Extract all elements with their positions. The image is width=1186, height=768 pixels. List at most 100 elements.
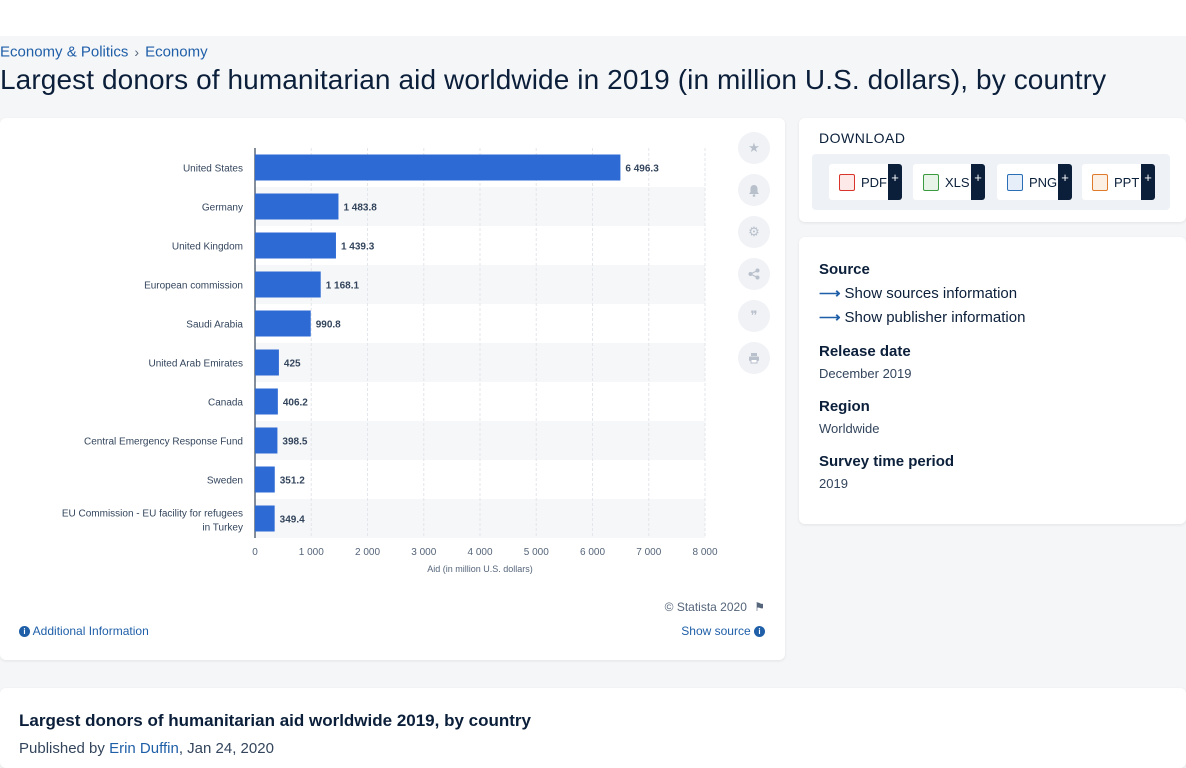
category-label: United Kingdom xyxy=(172,242,243,253)
ppt-plus-badge[interactable]: + xyxy=(1141,164,1155,200)
publication-title: Largest donors of humanitarian aid world… xyxy=(19,711,531,730)
x-tick-label: 8 000 xyxy=(692,547,717,558)
arrow-right-icon: ⟶ xyxy=(819,285,841,302)
source-label: Source xyxy=(819,261,870,278)
publication-byline: Published by Erin Duffin, Jan 24, 2020 xyxy=(19,740,274,757)
bar xyxy=(255,388,278,415)
category-label: European commission xyxy=(144,281,243,292)
breadcrumb: Economy & Politics › Economy xyxy=(0,43,208,61)
author-link[interactable]: Erin Duffin xyxy=(109,740,179,757)
chart-tools: ★ ⚙ ❞ xyxy=(738,132,772,384)
data-label: 1 168.1 xyxy=(326,281,360,292)
release-date-value: December 2019 xyxy=(819,366,912,381)
region-label: Region xyxy=(819,398,870,415)
category-label: Sweden xyxy=(207,476,243,487)
survey-period-value: 2019 xyxy=(819,476,848,491)
data-label: 990.8 xyxy=(316,320,341,331)
category-label: United States xyxy=(183,164,243,175)
bar xyxy=(255,310,311,337)
download-buttons: PDF + XLS + PNG + PPT + xyxy=(812,154,1170,210)
bar xyxy=(255,427,278,454)
x-tick-label: 2 000 xyxy=(355,547,380,558)
copyright-text: © Statista 2020 xyxy=(664,600,747,614)
survey-period-label: Survey time period xyxy=(819,453,955,470)
show-source-link[interactable]: Show source i xyxy=(681,624,765,638)
data-label: 6 496.3 xyxy=(625,164,659,175)
publication-card: Largest donors of humanitarian aid world… xyxy=(0,688,1186,768)
arrow-right-icon: ⟶ xyxy=(819,309,841,326)
show-publisher-link[interactable]: ⟶ Show publisher information xyxy=(819,308,1025,326)
data-label: 406.2 xyxy=(283,398,308,409)
bar-chart: 0 1 000 2 000 3 000 4 000 5 000 6 000 7 000 8 00… xyxy=(62,148,718,574)
category-label: EU Commission - EU facility for refugees xyxy=(62,509,243,520)
pdf-file-icon xyxy=(839,173,855,191)
breadcrumb-separator: › xyxy=(134,44,140,61)
copyright[interactable]: © Statista 2020 ⚑ xyxy=(665,600,765,614)
page-title: Largest donors of humanitarian aid world… xyxy=(0,64,1107,95)
print-icon[interactable] xyxy=(738,342,770,374)
bar xyxy=(255,505,275,532)
additional-information-label: Additional Information xyxy=(32,624,149,638)
download-png-button[interactable]: PNG + xyxy=(997,164,1072,200)
release-date-label: Release date xyxy=(819,343,911,360)
x-tick-label: 0 xyxy=(252,547,258,558)
download-xls-label: XLS xyxy=(945,174,970,190)
show-publisher-label: Show publisher information xyxy=(844,309,1026,326)
download-pdf-button[interactable]: PDF + xyxy=(829,164,902,200)
download-ppt-button[interactable]: PPT + xyxy=(1082,164,1155,200)
bar xyxy=(255,232,336,259)
additional-information-link[interactable]: i Additional Information xyxy=(19,624,149,638)
category-label: in Turkey xyxy=(202,523,243,534)
png-file-icon xyxy=(1007,173,1023,191)
show-sources-link[interactable]: ⟶ Show sources information xyxy=(819,284,1017,302)
bar xyxy=(255,349,279,376)
chart-card: 0 1 000 2 000 3 000 4 000 5 000 6 000 7 000 8 00… xyxy=(0,118,785,660)
x-axis-label: Aid (in million U.S. dollars) xyxy=(427,564,533,574)
breadcrumb-economy[interactable]: Economy xyxy=(145,43,208,61)
bar xyxy=(255,271,321,298)
category-label: Saudi Arabia xyxy=(186,320,243,331)
bar xyxy=(255,466,275,493)
x-tick-label: 4 000 xyxy=(467,547,492,558)
info-icon: i xyxy=(19,626,30,638)
share-icon[interactable] xyxy=(738,258,770,290)
settings-gear-icon[interactable]: ⚙ xyxy=(738,216,770,248)
published-by-label: Published by xyxy=(19,740,105,757)
xls-file-icon xyxy=(923,173,939,191)
notification-bell-icon[interactable] xyxy=(738,174,770,206)
info-icon: i xyxy=(754,626,765,638)
category-label: Central Emergency Response Fund xyxy=(84,437,243,448)
top-bar xyxy=(0,0,1186,36)
show-sources-label: Show sources information xyxy=(844,285,1018,302)
x-tick-label: 1 000 xyxy=(299,547,324,558)
pdf-plus-badge[interactable]: + xyxy=(888,164,902,200)
download-title: DOWNLOAD xyxy=(819,130,906,146)
x-tick-label: 7 000 xyxy=(636,547,661,558)
xls-plus-badge[interactable]: + xyxy=(971,164,985,200)
download-pdf-label: PDF xyxy=(861,174,887,190)
data-label: 349.4 xyxy=(280,515,305,526)
statistic-info-card: Source ⟶ Show sources information ⟶ Show p… xyxy=(799,237,1186,524)
data-label: 1 483.8 xyxy=(343,203,377,214)
show-source-label: Show source xyxy=(681,624,751,638)
breadcrumb-economy-politics[interactable]: Economy & Politics xyxy=(0,43,129,61)
category-label: Germany xyxy=(202,203,243,214)
category-label: United Arab Emirates xyxy=(149,359,244,370)
bar xyxy=(255,154,621,181)
cite-quote-icon[interactable]: ❞ xyxy=(738,300,770,332)
ppt-file-icon xyxy=(1092,173,1108,191)
favorite-star-icon[interactable]: ★ xyxy=(738,132,770,164)
x-tick-label: 5 000 xyxy=(524,547,549,558)
png-plus-badge[interactable]: + xyxy=(1058,164,1072,200)
download-card: DOWNLOAD PDF + XLS + PNG + PPT + xyxy=(799,118,1186,222)
data-label: 1 439.3 xyxy=(341,242,375,253)
flag-icon[interactable]: ⚑ xyxy=(754,600,765,614)
category-label: Canada xyxy=(208,398,243,409)
data-label: 351.2 xyxy=(280,476,305,487)
data-label: 398.5 xyxy=(282,437,307,448)
x-tick-label: 3 000 xyxy=(411,547,436,558)
publication-date: , Jan 24, 2020 xyxy=(178,740,274,757)
download-png-label: PNG xyxy=(1029,174,1058,190)
region-value: Worldwide xyxy=(819,421,880,436)
download-xls-button[interactable]: XLS + xyxy=(913,164,985,200)
